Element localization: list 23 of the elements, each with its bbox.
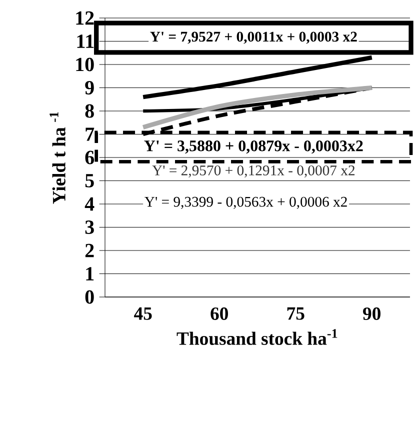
- y-tick-label: 6: [85, 150, 94, 164]
- x-axis-title: Thousand stock ha$^{-1}$: [176, 329, 338, 345]
- y-tick-label: 9: [85, 81, 94, 94]
- x-tick-label: 45: [134, 307, 152, 320]
- y-tick-label: 10: [76, 58, 94, 72]
- annotation: Y' = 3,5880 + 0,0879x - 0,0003x2: [144, 140, 363, 154]
- y-tick-label: 1: [86, 267, 94, 280]
- y-tick-label: 3: [85, 220, 94, 234]
- y-tick-label: 12: [76, 11, 94, 25]
- x-tick-label: 90: [363, 307, 380, 320]
- annotation: Y' = 2,9570 + 0,1291x - 0,0007 x2: [152, 165, 355, 178]
- y-tick-label: 4: [84, 197, 94, 211]
- y-tick-label: 11: [77, 34, 94, 48]
- annotation: Y' = 7,9527 + 0,0011x + 0,0003 x2: [150, 32, 357, 44]
- x-tick-label: 60: [210, 307, 228, 320]
- y-tick-label: 8: [85, 104, 94, 118]
- y-axis-title: Yield t ha $^{-1}$: [50, 112, 66, 204]
- annotation: Y' = 9,3399 - 0,0563x + 0,0006 x2: [144, 196, 347, 209]
- y-tick-label: 2: [85, 244, 94, 258]
- y-tick-label: 7: [86, 128, 94, 141]
- x-tick-label: 75: [287, 307, 304, 320]
- y-tick-label: 0: [85, 290, 94, 304]
- y-tick-label: 5: [85, 174, 94, 188]
